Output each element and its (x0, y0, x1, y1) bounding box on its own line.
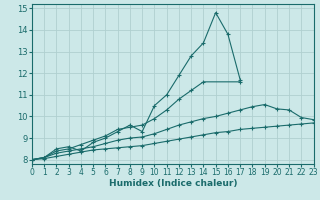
X-axis label: Humidex (Indice chaleur): Humidex (Indice chaleur) (108, 179, 237, 188)
